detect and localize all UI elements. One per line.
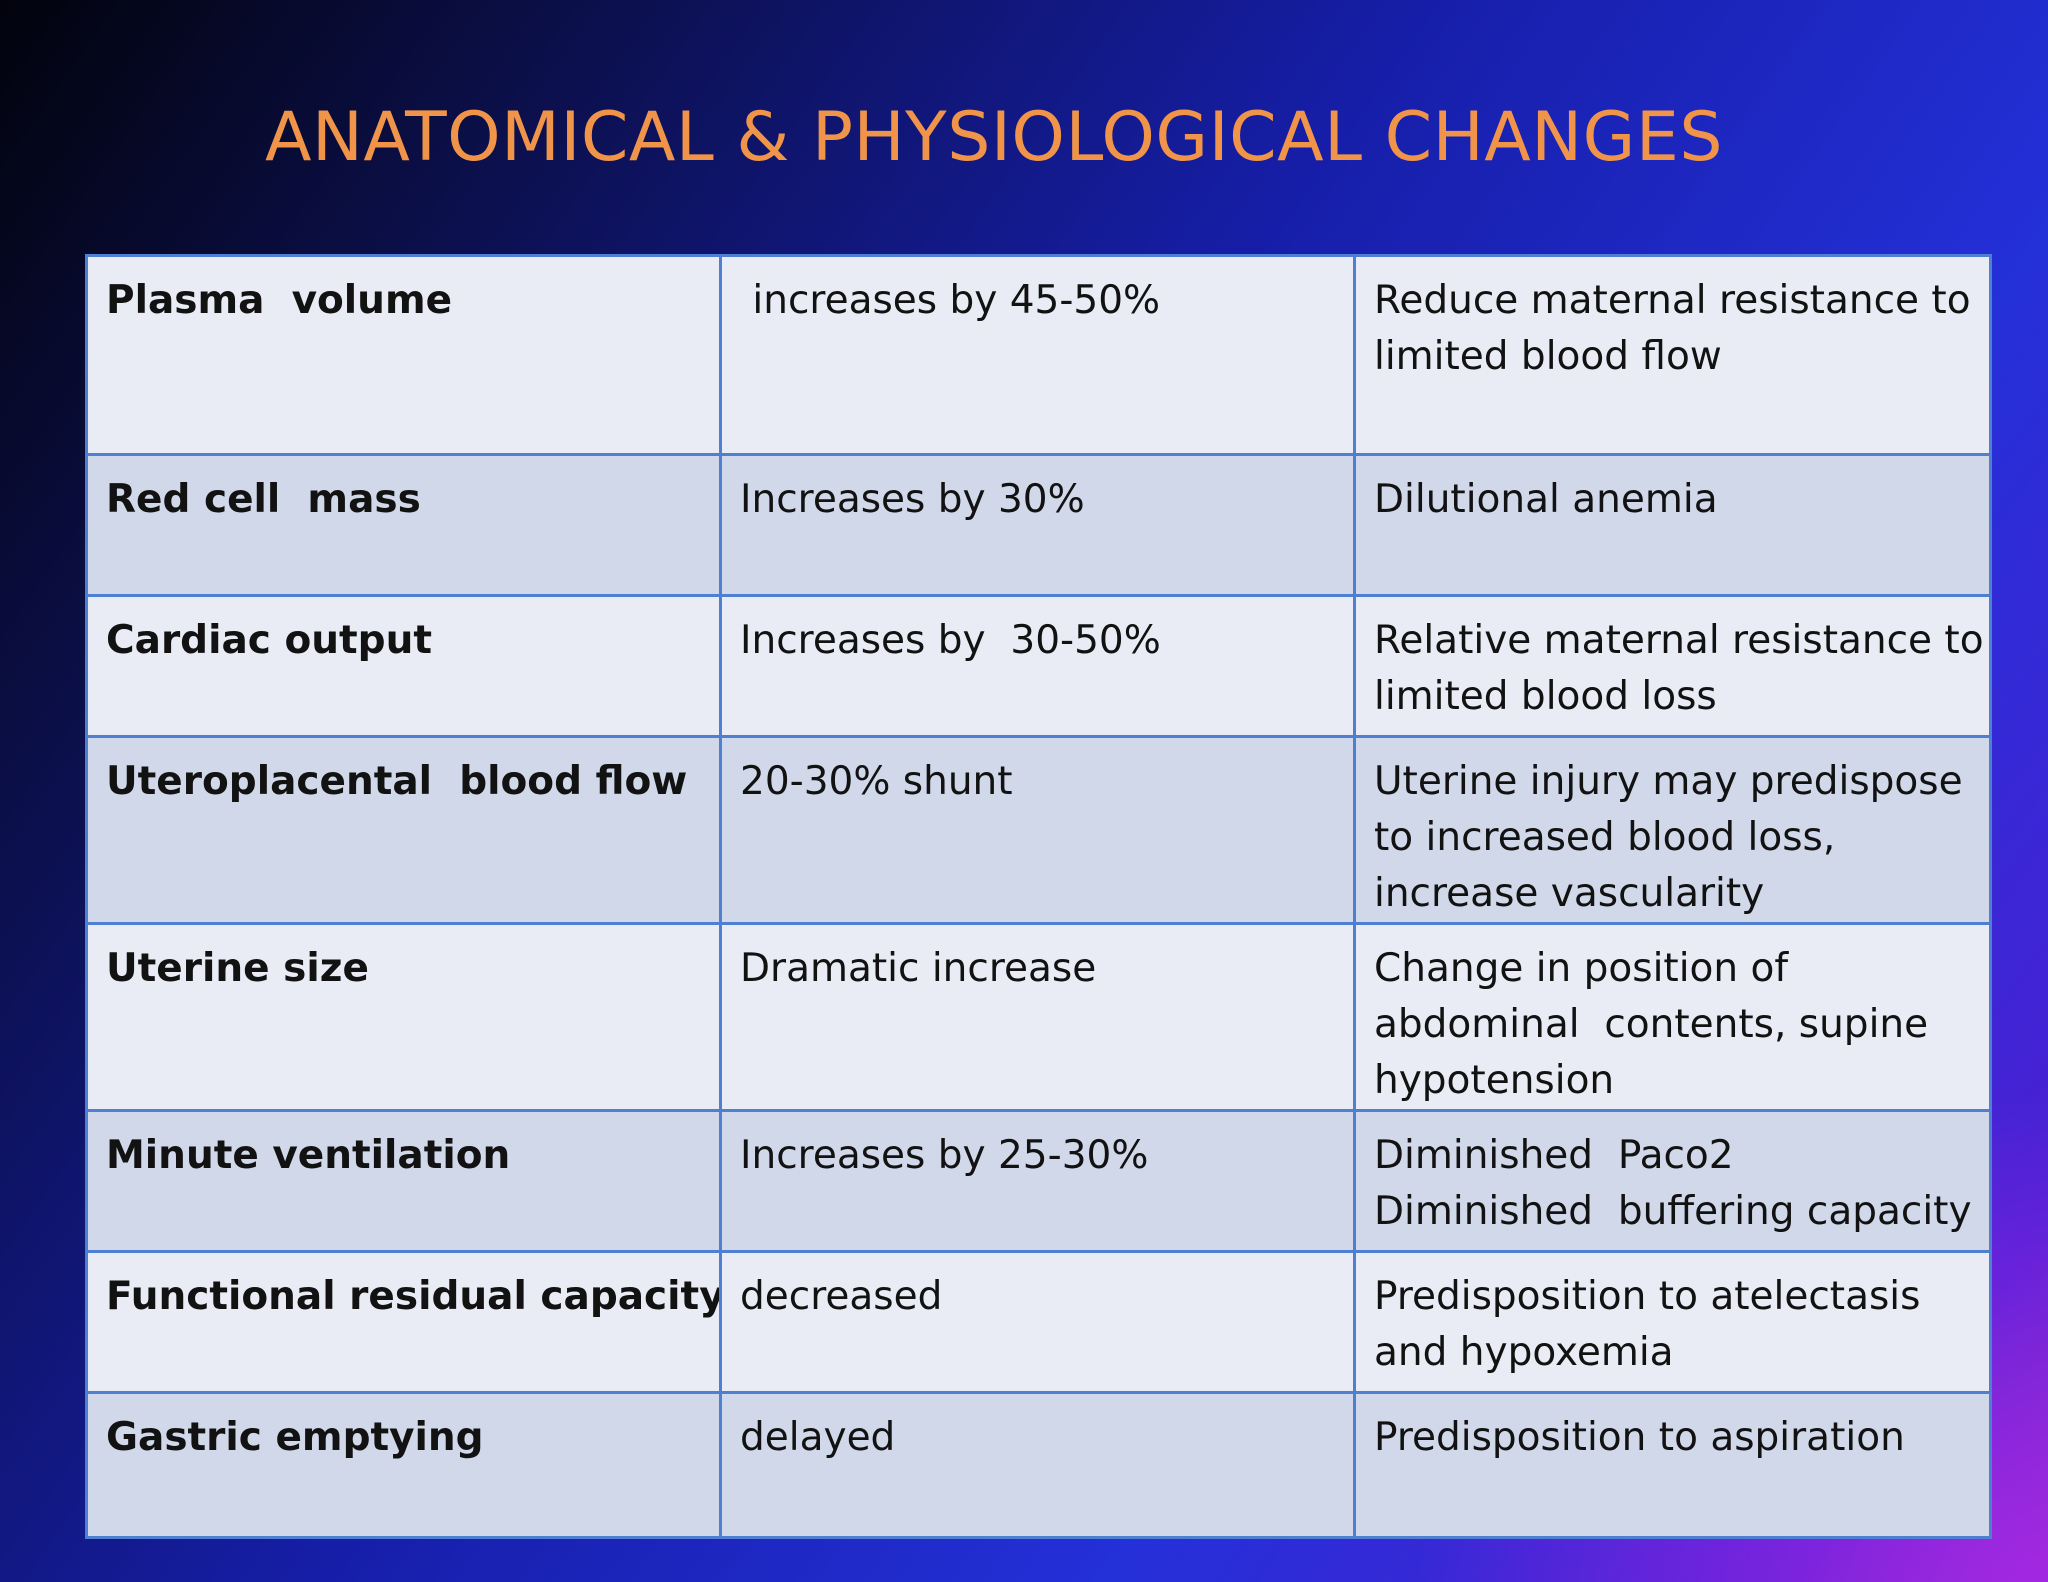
effect-line: Reduce maternal resistance to [1374, 278, 1971, 323]
table-row: Red cell mass Increases by 30% Dilutiona… [85, 453, 1992, 597]
table-row: Uterine size Dramatic increase Change in… [85, 922, 1992, 1112]
change-cell: increases by 45-50% [719, 254, 1356, 456]
effect-line: Uterine injury may predispose [1374, 759, 1963, 804]
change-cell: 20-30% shunt [719, 735, 1356, 925]
change-cell: Increases by 30-50% [719, 594, 1356, 738]
effect-line: limited blood loss [1374, 674, 1717, 719]
effect-cell: Dilutional anemia [1353, 453, 1992, 597]
changes-table-container: Plasma volume increases by 45-50% Reduce… [85, 254, 1992, 1539]
effect-line: to increased blood loss, [1374, 815, 1836, 860]
effect-cell: Diminished Paco2 Diminished buffering ca… [1353, 1109, 1992, 1253]
change-cell: delayed [719, 1391, 1356, 1539]
effect-cell: Change in position of abdominal contents… [1353, 922, 1992, 1112]
effect-cell: Uterine injury may predispose to increas… [1353, 735, 1992, 925]
change-cell: Increases by 25-30% [719, 1109, 1356, 1253]
effect-cell: Predisposition to atelectasis and hypoxe… [1353, 1250, 1992, 1394]
effect-line: increase vascularity [1374, 871, 1765, 916]
effect-line: Dilutional anemia [1374, 477, 1718, 522]
effect-line: Diminished Paco2 [1374, 1133, 1734, 1178]
effect-line: Diminished buffering capacity [1374, 1189, 1972, 1234]
effect-line: Predisposition to aspiration [1374, 1415, 1905, 1460]
table-row: Minute ventilation Increases by 25-30% D… [85, 1109, 1992, 1253]
parameter-cell: Plasma volume [85, 254, 722, 456]
slide-title-text: ANATOMICAL & PHYSIOLOGICAL CHANGES [264, 98, 1723, 177]
effect-line: Predisposition to atelectasis [1374, 1274, 1921, 1319]
slide-title: ANATOMICAL & PHYSIOLOGICAL CHANGES [0, 98, 2048, 177]
effect-line: Change in position of [1374, 946, 1789, 991]
effect-line: limited blood flow [1374, 334, 1722, 379]
effect-line: abdominal contents, supine [1374, 1002, 1929, 1047]
change-cell: Dramatic increase [719, 922, 1356, 1112]
effect-line: and hypoxemia [1374, 1330, 1674, 1375]
parameter-cell: Uterine size [85, 922, 722, 1112]
effect-cell: Predisposition to aspiration [1353, 1391, 1992, 1539]
effect-cell: Reduce maternal resistance to limited bl… [1353, 254, 1992, 456]
table-row: Cardiac output Increases by 30-50% Relat… [85, 594, 1992, 738]
table-row: Plasma volume increases by 45-50% Reduce… [85, 254, 1992, 456]
change-cell: decreased [719, 1250, 1356, 1394]
parameter-cell: Gastric emptying [85, 1391, 722, 1539]
effect-cell: Relative maternal resistance to limited … [1353, 594, 1992, 738]
table-row: Functional residual capacity decreased P… [85, 1250, 1992, 1394]
table-row: Uteroplacental blood flow 20-30% shunt U… [85, 735, 1992, 925]
changes-table: Plasma volume increases by 45-50% Reduce… [85, 254, 1992, 1539]
change-cell: Increases by 30% [719, 453, 1356, 597]
parameter-cell: Uteroplacental blood flow [85, 735, 722, 925]
parameter-cell: Functional residual capacity [85, 1250, 722, 1394]
parameter-cell: Minute ventilation [85, 1109, 722, 1253]
effect-line: hypotension [1374, 1058, 1615, 1103]
table-row: Gastric emptying delayed Predisposition … [85, 1391, 1992, 1539]
effect-line: Relative maternal resistance to [1374, 618, 1984, 663]
parameter-cell: Cardiac output [85, 594, 722, 738]
parameter-cell: Red cell mass [85, 453, 722, 597]
